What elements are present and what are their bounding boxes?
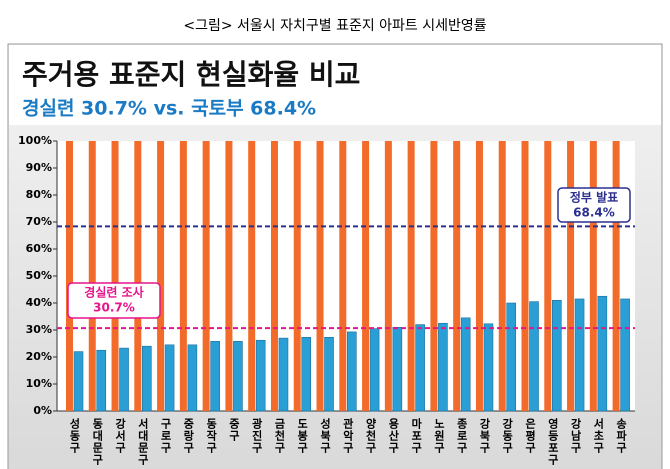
bar: [475, 141, 483, 411]
annotation-label: 정부 발표: [570, 190, 618, 205]
bar: [278, 337, 289, 412]
bar: [453, 141, 461, 411]
bar: [73, 351, 84, 412]
bar: [324, 336, 334, 412]
bar: [346, 331, 357, 412]
bar: [164, 344, 175, 412]
x-tick-label: 종로구: [455, 418, 468, 454]
x-tick-label: 강북구: [478, 417, 491, 454]
bar: [521, 141, 529, 411]
bar: [233, 341, 243, 412]
bar: [293, 141, 301, 411]
x-tick-label: 광진구: [250, 418, 263, 454]
x-tick-label: 중구: [227, 418, 240, 442]
bar: [407, 141, 415, 411]
x-tick-label: 중랑구: [182, 418, 195, 454]
bar: [506, 302, 517, 412]
bar: [157, 141, 165, 411]
bar: [574, 298, 585, 412]
bar: [119, 347, 129, 412]
x-tick-label: 서초구: [592, 417, 605, 454]
x-tick-label: 도봉구: [296, 418, 309, 454]
y-tick-label: 40%: [26, 296, 52, 309]
x-tick-label: 관악구: [341, 417, 354, 454]
x-tick-label: 마포구: [410, 417, 423, 454]
x-tick-label: 용산구: [387, 418, 400, 454]
y-tick-label: 30%: [26, 323, 52, 336]
annotation-label: 경실련 조사: [84, 285, 143, 300]
x-tick-label: 동대문구: [91, 418, 104, 466]
bar: [597, 295, 608, 412]
x-tick-label: 구로구: [159, 418, 172, 454]
bar: [301, 336, 312, 412]
bar: [362, 141, 370, 411]
bar: [544, 141, 552, 411]
x-tick-label: 은평구: [524, 418, 537, 454]
y-tick-label: 80%: [26, 188, 52, 201]
bar: [202, 141, 210, 411]
y-tick-label: 70%: [26, 215, 52, 228]
bar: [498, 141, 506, 411]
annotation-box: [557, 187, 631, 223]
bar: [210, 341, 220, 412]
bar: [589, 141, 597, 411]
y-tick-label: 10%: [26, 377, 52, 390]
bar: [339, 141, 347, 411]
bar: [270, 141, 278, 411]
x-tick-label: 노원구: [432, 418, 445, 454]
bar: [88, 141, 96, 411]
bar: [384, 141, 392, 411]
x-tick-label: 송파구: [615, 418, 628, 454]
bar: [96, 349, 107, 412]
bar: [316, 141, 324, 411]
bar: [551, 299, 562, 412]
bar: [65, 141, 73, 411]
x-tick-label: 성북구: [319, 417, 332, 454]
x-tick-label: 강동구: [501, 417, 514, 454]
x-tick-label: 서대문구: [136, 417, 149, 466]
bar: [567, 141, 575, 411]
bar: [430, 141, 438, 411]
bar: [142, 345, 152, 412]
bar: [612, 141, 620, 411]
y-tick-label: 90%: [26, 161, 52, 174]
caption: <그림> 서울시 자치구별 표준지 아파트 시세반영률: [183, 18, 486, 34]
x-tick-label: 영등포구: [546, 418, 559, 466]
bar: [392, 326, 403, 412]
chart-title: 주거용 표준지 현실화율 비교: [22, 58, 360, 91]
y-tick-label: 100%: [18, 134, 52, 147]
y-tick-label: 60%: [26, 242, 52, 255]
bar: [620, 298, 630, 412]
x-tick-label: 성동구: [68, 417, 81, 454]
y-tick-label: 0%: [33, 404, 52, 417]
chart-subtitle: 경실련 30.7% vs. 국토부 68.4%: [22, 98, 316, 120]
bar: [255, 339, 266, 412]
bar: [483, 323, 494, 412]
x-tick-label: 동작구: [205, 418, 218, 454]
title-area: [9, 45, 661, 125]
bar: [111, 141, 119, 411]
y-tick-label: 20%: [26, 350, 52, 363]
bar: [369, 328, 380, 412]
annotation-box: [67, 282, 161, 319]
bar: [187, 344, 198, 412]
bar: [529, 301, 539, 412]
x-tick-label: 양천구: [364, 417, 377, 454]
x-tick-label: 강서구: [114, 417, 127, 454]
bar: [438, 322, 448, 412]
annotation-value: 68.4%: [573, 206, 615, 220]
bar: [415, 324, 425, 412]
bar: [225, 141, 233, 411]
annotation-value: 30.7%: [93, 301, 135, 315]
bar: [134, 141, 142, 411]
x-tick-label: 금천구: [273, 418, 286, 454]
y-tick-label: 50%: [26, 269, 52, 282]
x-tick-label: 강남구: [569, 417, 582, 454]
bar: [460, 317, 471, 412]
bar: [248, 141, 256, 411]
bar: [179, 141, 187, 411]
